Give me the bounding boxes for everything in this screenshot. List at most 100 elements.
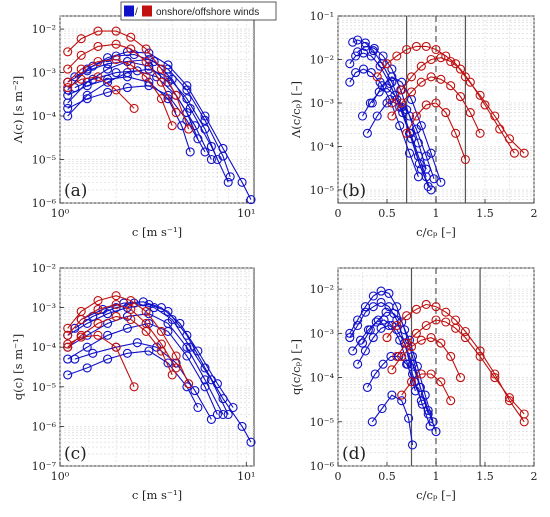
panel-a-offshore-point xyxy=(126,60,136,70)
panel-c-onshore-point xyxy=(182,351,192,361)
panel-d-onshore-point xyxy=(428,417,438,427)
panel-d-offshore-point xyxy=(421,320,431,331)
panel-a-ytick-label: 10⁻⁵ xyxy=(32,154,56,167)
panel-c-onshore-line xyxy=(67,322,218,415)
panel-b-onshore-point xyxy=(351,51,361,61)
panel-a-onshore-point xyxy=(144,54,154,65)
panel-b-onshore-point xyxy=(369,43,379,53)
panel-b-onshore-point xyxy=(421,164,431,174)
panel-a-offshore-point xyxy=(63,83,73,93)
panel-d-onshore-point xyxy=(368,302,378,312)
panel-a-offshore-point xyxy=(111,54,121,65)
panel-a-offshore-point xyxy=(63,47,73,57)
panel-d-onshore-point xyxy=(367,417,377,427)
panel-c-onshore-line xyxy=(67,313,224,415)
panel-d-offshore-point xyxy=(431,315,441,325)
panel-a-offshore-line xyxy=(67,76,135,109)
panel-c-onshore-point xyxy=(200,382,210,392)
panel-a-onshore-point xyxy=(246,195,256,205)
panel-c-offshore-point xyxy=(93,318,103,328)
panel-a-onshore-point xyxy=(63,103,73,113)
panel-c-xtick-label: 10¹ xyxy=(237,470,255,483)
panel-d-onshore-point xyxy=(420,390,430,400)
panel-c-offshore-point xyxy=(156,346,166,356)
panel-c-onshore-point xyxy=(246,437,256,447)
panel-b-onshore-point xyxy=(374,87,384,97)
panel-c-onshore-point xyxy=(212,379,222,389)
panel-b-onshore-point xyxy=(416,121,426,131)
panel-b-onshore-point xyxy=(387,77,397,87)
panel-b-onshore-point xyxy=(366,68,376,78)
panel-a-xtick-label: 10¹ xyxy=(237,207,255,220)
panel-b-offshore-point xyxy=(387,98,397,108)
panel-b-offshore-point xyxy=(406,72,417,82)
panel-b-offshore-point xyxy=(431,44,441,55)
panel-c-onshore-point xyxy=(175,318,185,328)
panel-d-offshore-point xyxy=(490,373,500,383)
panel-d-ylabel: q(c/cₚ) [–] xyxy=(289,339,303,395)
panel-a-offshore-point xyxy=(126,44,136,54)
panel-d-offshore-point xyxy=(421,299,431,309)
panel-d-offshore-point xyxy=(426,333,436,343)
panel-c-onshore-point xyxy=(167,314,177,325)
panel-a-onshore-point xyxy=(82,94,92,104)
panel-c-onshore-point xyxy=(218,409,228,420)
panel-a-onshore-point xyxy=(144,77,154,87)
panel-a-offshore-point xyxy=(171,108,181,118)
panel-b-ytick-label: 10⁻⁵ xyxy=(310,184,334,197)
panel-a-ytick-label: 10⁻³ xyxy=(32,67,56,80)
panel-c-onshore-point xyxy=(237,421,247,431)
panel-d-onshore-point xyxy=(360,307,370,317)
panel-c-offshore-point xyxy=(171,363,181,373)
panel-b-offshore-point xyxy=(421,41,431,51)
panel-a-offshore-point xyxy=(156,94,166,104)
legend-box xyxy=(120,1,277,21)
panel-d-onshore-point xyxy=(345,333,355,343)
panel-d-offshore-point xyxy=(436,338,446,348)
panel-d-offshore-point xyxy=(397,351,407,361)
panel-c-onshore-point xyxy=(88,348,98,358)
panel-b-ytick-label: 10⁻³ xyxy=(310,97,334,110)
panel-b-onshore-point xyxy=(362,128,372,138)
panel-a-offshore-point xyxy=(167,121,177,131)
panel-b-onshore-point xyxy=(357,111,368,121)
panel-c-ytick-label: 10⁻² xyxy=(32,262,56,275)
panel-d-onshore-point xyxy=(362,382,372,392)
panel-b-onshore-point xyxy=(405,128,416,138)
panel-d-ytick-label: 10⁻² xyxy=(310,283,334,296)
panel-a-onshore-line xyxy=(67,68,218,160)
panel-d-offshore-point xyxy=(451,323,461,333)
panel-d-xlabel: c/cₚ [–] xyxy=(416,488,456,502)
panel-b-onshore-line xyxy=(366,98,435,179)
panel-a-onshore-point xyxy=(111,68,121,78)
panel-d-offshore-point xyxy=(519,409,529,419)
panel-b-onshore-point xyxy=(426,148,436,158)
panel-c-onshore-point xyxy=(193,402,203,413)
panel-b-onshore-point xyxy=(345,59,355,69)
panel-b-offshore-point xyxy=(372,72,382,82)
panel-b-offshore-point xyxy=(416,77,426,87)
panel-c-offshore-point xyxy=(126,296,136,306)
panel-a-offshore-point xyxy=(93,41,103,51)
panel-b-offshore-point xyxy=(411,41,421,51)
panel-d-onshore-line xyxy=(349,290,429,415)
panel-d-onshore-point xyxy=(389,308,399,319)
panel-d-offshore-point xyxy=(416,369,426,379)
panel-b-xtick-label: 0.5 xyxy=(378,207,396,220)
panel-d-onshore-point xyxy=(384,288,394,298)
panel-b-onshore-point xyxy=(377,81,387,91)
panel-a-onshore-point xyxy=(182,85,192,95)
panel-c-offshore-point xyxy=(111,291,121,301)
panel-c-offshore-line xyxy=(67,295,190,384)
panel-a-onshore-point xyxy=(200,147,210,157)
panel-b-offshore-point xyxy=(475,128,485,138)
onshore-swatch xyxy=(124,5,134,17)
panel-b-onshore-point xyxy=(404,148,415,158)
panel-d-onshore-point xyxy=(417,399,427,409)
panel-c-offshore-point xyxy=(63,323,73,333)
panel-d-onshore-point xyxy=(365,325,375,335)
panel-d-ytick-label: 10⁻⁴ xyxy=(310,372,335,385)
panel-c-onshore-line xyxy=(80,301,234,408)
panel-d-onshore-point xyxy=(373,315,383,325)
